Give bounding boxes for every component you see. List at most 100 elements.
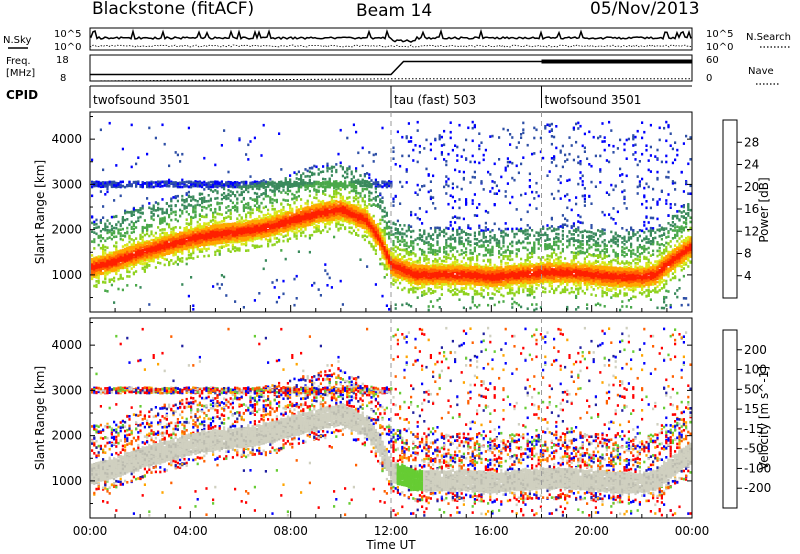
heatmap-cell [280,228,283,231]
heatmap-cell [262,181,265,185]
heatmap-cell [209,227,212,231]
heatmap-cell [240,234,243,238]
heatmap-cell [273,220,276,223]
heatmap-cell [214,210,217,214]
heatmap-cell [124,263,127,266]
heatmap-cell [273,232,276,236]
heatmap-cell [205,228,208,231]
heatmap-cell [115,265,118,268]
heatmap-cell [203,239,206,243]
heatmap-cell [97,268,100,272]
heatmap-cell [264,192,267,196]
heatmap-cell [174,218,177,221]
heatmap-cell [179,249,182,253]
heatmap-cell [163,237,166,240]
heatmap-cell [104,249,107,252]
heatmap-cell [104,255,107,259]
heatmap-cell [185,232,188,235]
date-title: 05/Nov/2013 [590,0,700,19]
heatmap-cell [214,180,217,184]
heatmap-cell [119,194,122,198]
heatmap-cell [121,221,124,224]
heatmap-cell [264,234,267,238]
heatmap-cell [293,277,296,281]
heatmap-cell [231,243,234,247]
heatmap-cell [286,183,289,187]
heatmap-cell [271,226,274,230]
heatmap-cell [249,229,252,233]
heatmap-cell [141,260,144,263]
heatmap-cell [161,246,164,250]
heatmap-cell [179,160,182,163]
heatmap-cell [236,185,239,189]
heatmap-cell [102,263,105,266]
heatmap-cell [150,230,153,233]
heatmap-cell [93,262,96,266]
heatmap-cell [130,220,133,224]
heatmap-cell [102,205,105,208]
heatmap-cell [161,219,164,222]
heatmap-cell [278,189,281,193]
heatmap-cell [152,212,155,216]
heatmap-cell [185,206,188,210]
heatmap-cell [264,228,267,232]
heatmap-cell [209,225,212,228]
heatmap-cell [242,242,245,246]
heatmap-cell [225,294,228,297]
heatmap-cell [282,206,285,209]
heatmap-cell [161,184,164,188]
heatmap-cell [300,234,303,237]
heatmap-cell [267,230,270,233]
heatmap-cell [159,237,162,241]
heatmap-cell [300,204,303,208]
heatmap-cell [183,245,186,248]
heatmap-cell [95,269,98,272]
heatmap-cell [289,206,292,209]
heatmap-cell [249,212,252,216]
heatmap-cell [174,239,177,243]
heatmap-cell [220,238,223,242]
heatmap-cell [130,123,133,127]
heatmap-cell [157,257,160,260]
heatmap-cell [295,177,298,180]
heatmap-cell [245,222,248,226]
heatmap-cell [172,247,175,250]
heatmap-cell [104,259,107,263]
heatmap-cell [278,296,281,299]
heatmap-cell [174,195,177,198]
heatmap-cell [115,215,118,218]
heatmap-cell [284,212,287,215]
heatmap-cell [227,182,230,185]
heatmap-cell [135,226,138,229]
heatmap-cell [187,294,190,298]
heatmap-cell [297,211,300,214]
heatmap-cell [176,153,179,157]
heatmap-cell [262,206,265,210]
heatmap-cell [286,221,289,225]
heatmap-cell [174,151,177,154]
heatmap-cell [247,158,250,161]
heatmap-cell [249,221,252,225]
heatmap-cell [214,236,217,239]
heatmap-cell [95,276,98,279]
heatmap-cell [203,156,206,160]
heatmap-cell [302,212,305,216]
heatmap-cell [256,207,259,211]
heatmap-cell [249,231,252,235]
heatmap-cell [190,252,193,256]
heatmap-cell [203,231,206,235]
heatmap-cell [275,214,278,218]
heatmap-cell [168,225,171,229]
heatmap-cell [203,230,206,233]
heatmap-cell [214,238,217,241]
heatmap-cell [95,226,98,229]
heatmap-cell [258,195,261,198]
heatmap-cell [293,194,296,197]
heatmap-cell [275,228,278,232]
heatmap-cell [148,234,151,238]
heatmap-cell [102,248,105,252]
heatmap-cell [251,232,254,236]
heatmap-cell [119,253,122,257]
heatmap-cell [126,264,129,268]
heatmap-cell [165,250,168,253]
